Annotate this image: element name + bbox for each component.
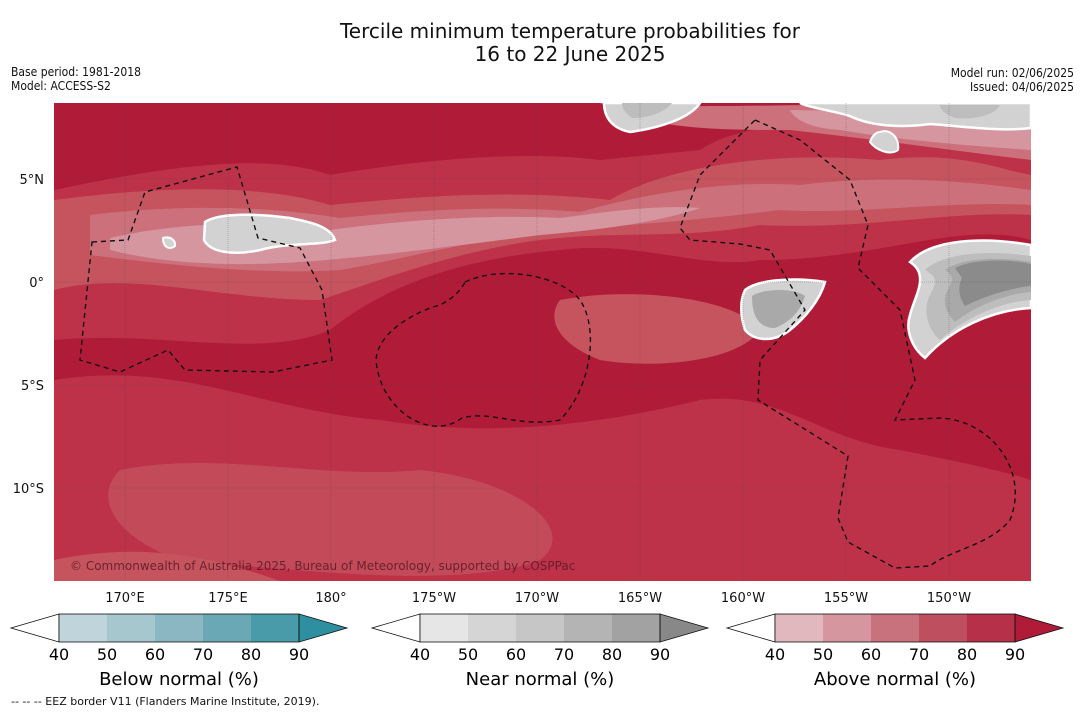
chart-title: Tercile minimum temperature probabilitie… (0, 20, 1085, 66)
colorbar-segment (612, 614, 660, 642)
lon-label: 175°W (412, 591, 456, 606)
lat-label: 10°S (13, 482, 44, 497)
lon-label: 170°E (105, 591, 145, 606)
colorbar-segment (823, 614, 871, 642)
lon-label: 165°W (618, 591, 662, 606)
colorbar-tick-label: 90 (650, 645, 670, 664)
title-line-1: Tercile minimum temperature probabilitie… (339, 19, 801, 43)
colorbar-2: 40 50 60 70 80 90 Near normal (%) (370, 613, 710, 690)
colorbar-tick-label: 80 (957, 645, 977, 664)
colorbar-segment (420, 614, 468, 642)
meta-right: Model run: 02/06/2025 Issued: 04/06/2025 (951, 66, 1074, 94)
eez-border-phoenix (375, 272, 592, 427)
copyright-notice: © Commonwealth of Australia 2025, Bureau… (70, 559, 575, 573)
colorbar-outline (774, 613, 1016, 643)
region-near-60-west (202, 213, 337, 254)
colorbar-segment (564, 614, 612, 642)
colorbar-tick-label: 70 (909, 645, 929, 664)
colorbar-segment (871, 614, 919, 642)
eez-footnote: -- -- -- EEZ border V11 (Flanders Marine… (11, 695, 320, 708)
colorbar-tick-label: 40 (410, 645, 430, 664)
colorbar-title: Near normal (%) (466, 669, 615, 690)
colorbar-min-arrow (9, 613, 60, 643)
eez-border-line-islands (679, 119, 1016, 569)
colorbar-tick-label: 70 (193, 645, 213, 664)
colorbar-segment (919, 614, 967, 642)
colorbar-outline (419, 613, 661, 643)
colorbar-tick-label: 50 (97, 645, 117, 664)
model-run: Model run: 02/06/2025 (950, 66, 1074, 80)
lon-label: 180° (315, 591, 346, 606)
colorbar-min-arrow (370, 613, 421, 643)
lon-label: 150°W (927, 591, 971, 606)
lat-label: 5°S (21, 379, 44, 394)
colorbar-tick-label: 90 (1005, 645, 1025, 664)
colorbar-max-arrow (659, 613, 710, 643)
eez-borders (79, 119, 1016, 569)
colorbar-segment (775, 614, 823, 642)
colorbar-tick-label: 60 (506, 645, 526, 664)
region-above-70-sw (54, 551, 280, 581)
colorbar-segment (251, 614, 299, 642)
colorbar-tick-label: 50 (813, 645, 833, 664)
colorbar-tick-label: 40 (49, 645, 69, 664)
map-grid (54, 103, 1031, 581)
colorbar-max-arrow (298, 613, 349, 643)
colorbars: 40 50 60 70 80 90 Below normal (%) 40 50 60 70 80 90… (9, 613, 1065, 690)
region-near-60-islet (161, 236, 177, 249)
colorbar-tick-label: 40 (765, 645, 785, 664)
colorbar-title: Below normal (%) (99, 669, 259, 690)
region-near-90-east (955, 260, 1031, 306)
colorbar-segment (468, 614, 516, 642)
lat-label: 0° (29, 276, 44, 291)
lon-label: 160°W (721, 591, 765, 606)
colorbar-outline (58, 613, 300, 643)
title-line-2: 16 to 22 June 2025 (474, 42, 666, 66)
colorbar-tick-label: 60 (145, 645, 165, 664)
colorbar-tick-label: 80 (602, 645, 622, 664)
region-near-70-north (622, 103, 672, 118)
lon-label: 155°W (824, 591, 868, 606)
region-near-70-ne (940, 105, 1000, 119)
map-area: © Commonwealth of Australia 2025, Bureau… (54, 103, 1031, 581)
colorbar-segment (59, 614, 107, 642)
latitude-labels: 5°N 0° 5°S 10°S (13, 173, 44, 497)
model-name: Model: ACCESS-S2 (11, 79, 111, 93)
issued-date: Issued: 04/06/2025 (969, 80, 1074, 94)
longitude-labels: 170°E 175°E 180° 175°W 170°W 165°W 160°W… (105, 591, 971, 606)
colorbar-segment (967, 614, 1015, 642)
colorbar-tick-label: 70 (554, 645, 574, 664)
meta-left: Base period: 1981-2018 Model: ACCESS-S2 (11, 65, 141, 93)
eez-border-kiribati-gilbert (79, 166, 333, 373)
colorbar-segment (516, 614, 564, 642)
region-near-60-ne-spot (868, 130, 900, 154)
colorbar-min-arrow (725, 613, 776, 643)
colorbar-tick-label: 90 (289, 645, 309, 664)
region-above-70-south (108, 462, 553, 576)
lon-label: 175°E (208, 591, 248, 606)
colorbar-max-arrow (1014, 613, 1065, 643)
colorbar-tick-label: 50 (458, 645, 478, 664)
lon-label: 170°W (515, 591, 559, 606)
region-above-70-central (554, 294, 760, 364)
colorbar-segment (107, 614, 155, 642)
region-near-80-central (752, 290, 805, 328)
base-period: Base period: 1981-2018 (11, 65, 142, 79)
lat-label: 5°N (20, 173, 45, 188)
colorbar-segment (155, 614, 203, 642)
colorbar-title: Above normal (%) (814, 669, 976, 690)
colorbar-3: 40 50 60 70 80 90 Above normal (%) (725, 613, 1065, 690)
colorbar-segment (203, 614, 251, 642)
colorbar-1: 40 50 60 70 80 90 Below normal (%) (9, 613, 349, 690)
colorbar-tick-label: 80 (241, 645, 261, 664)
colorbar-tick-label: 60 (861, 645, 881, 664)
